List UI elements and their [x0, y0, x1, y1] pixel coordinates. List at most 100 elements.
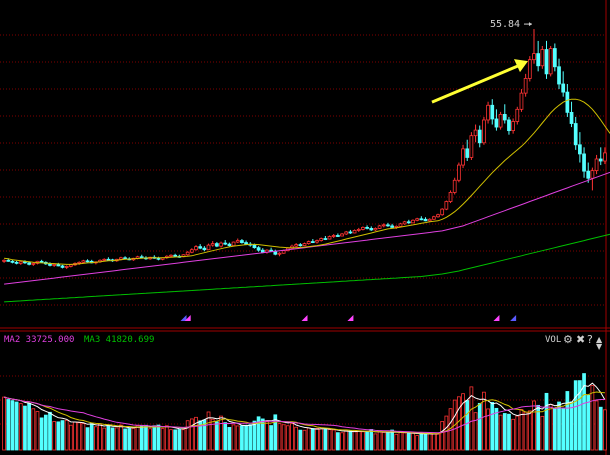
candle-body — [548, 48, 553, 75]
candle-body — [369, 227, 374, 231]
vol-ma2-label: MA2 33725.000 — [4, 335, 74, 345]
volume-bar — [127, 428, 132, 451]
candle-body — [390, 225, 394, 228]
signal-flag — [184, 315, 191, 321]
candle-body — [77, 261, 82, 264]
volume-bar — [319, 428, 324, 451]
volume-bar — [431, 433, 436, 451]
highlight-arrow — [431, 63, 521, 104]
candle-body — [515, 108, 520, 122]
volume-bar — [160, 428, 165, 451]
volume-bar — [348, 430, 353, 451]
candle-body — [398, 223, 403, 227]
candle-body — [544, 49, 549, 75]
candle-body — [2, 259, 6, 262]
candle-body — [85, 260, 90, 263]
volume-bar — [340, 432, 344, 451]
candle-body — [344, 231, 349, 235]
candle-body — [256, 247, 261, 251]
signal-flag — [301, 315, 308, 321]
volume-bar — [31, 408, 36, 451]
candle-body — [490, 104, 495, 120]
volume-bar — [356, 431, 361, 451]
candle-body — [594, 158, 599, 172]
candle-body — [306, 241, 311, 245]
volume-bar — [185, 420, 190, 451]
volume-bar — [523, 411, 528, 451]
volume-bar — [219, 415, 223, 451]
candle-body — [473, 129, 478, 137]
volume-bar — [573, 380, 578, 451]
volume-bar — [164, 425, 169, 451]
candle-body — [18, 261, 23, 264]
volume-bar — [206, 411, 211, 451]
candle-body — [365, 226, 369, 229]
volume-bar — [423, 433, 428, 451]
volume-bar — [465, 400, 470, 451]
candle-body — [198, 246, 203, 249]
volume-bar — [561, 407, 566, 451]
volume-bar — [152, 425, 157, 451]
volume-bar — [35, 411, 40, 451]
candle-body — [540, 49, 545, 67]
volume-bar — [381, 432, 386, 451]
candle-body — [436, 214, 440, 218]
question-icon[interactable]: ? — [587, 333, 593, 346]
volume-bar — [81, 423, 86, 451]
volume-bar — [2, 396, 6, 451]
volume-bar — [369, 429, 374, 451]
volume-bar — [552, 408, 557, 451]
volume-bar — [39, 417, 44, 451]
volume-bar — [444, 415, 449, 451]
candle-body — [189, 249, 194, 253]
candle-body — [523, 78, 528, 94]
candle-body — [10, 260, 15, 263]
candle-body — [194, 246, 198, 251]
volume-bar — [14, 401, 19, 451]
volume-bar — [256, 416, 261, 451]
candle-body — [202, 247, 207, 251]
candle-body — [361, 226, 365, 230]
peak-pointer-head — [528, 22, 532, 27]
candle-body — [386, 224, 390, 227]
volume-bar — [578, 380, 582, 451]
candle-body — [448, 192, 453, 202]
moving-average-lines — [4, 98, 610, 303]
candle-body — [169, 254, 173, 257]
candle-body — [294, 244, 299, 247]
volume-bar — [106, 424, 111, 451]
volume-bar — [540, 415, 545, 451]
volume-bar — [10, 400, 15, 451]
volume-bar — [536, 404, 541, 451]
down-icon[interactable]: ▼ — [596, 342, 603, 351]
volume-bar — [173, 429, 178, 451]
volume-bar — [344, 430, 349, 451]
candle-body — [427, 218, 432, 222]
volume-bar — [223, 422, 228, 451]
volume-bar — [411, 432, 415, 451]
volume-bar — [457, 396, 461, 451]
candle-body — [315, 240, 319, 243]
volume-bar — [98, 423, 102, 451]
candle-body — [327, 236, 332, 240]
candle-body — [373, 227, 378, 231]
volume-bar — [290, 423, 294, 451]
candle-body — [68, 264, 73, 267]
volume-bar — [490, 402, 495, 451]
up-icon[interactable]: ▲ — [596, 335, 603, 344]
volume-bar — [285, 425, 290, 451]
volume-bar — [277, 423, 282, 451]
candle-body — [507, 119, 511, 132]
volume-bar — [227, 426, 232, 451]
close-icon[interactable]: ✖ — [576, 333, 585, 346]
volume-bar — [527, 410, 532, 451]
volume-bar — [60, 420, 65, 451]
candle-body — [281, 250, 286, 254]
candle-body — [348, 231, 353, 234]
volume-bar — [477, 402, 482, 451]
candle-body — [244, 242, 248, 245]
candle-body — [582, 153, 586, 172]
gear-icon[interactable]: ⚙ — [563, 333, 573, 346]
volume-bar — [336, 432, 340, 451]
candle-body — [215, 243, 219, 247]
